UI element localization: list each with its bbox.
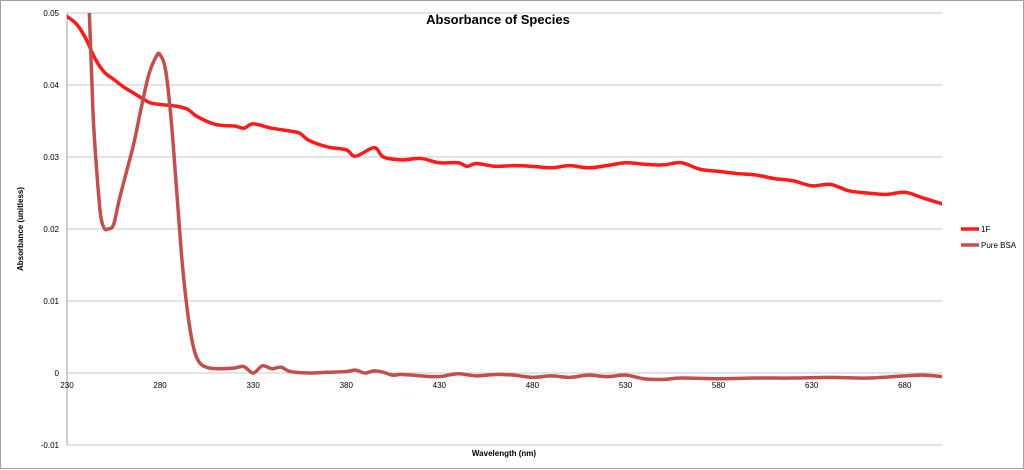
x-tick-label: 380 xyxy=(340,381,354,390)
series-line-1f xyxy=(67,14,942,206)
y-tick-label: 0.03 xyxy=(43,153,59,162)
legend-label: Pure BSA xyxy=(981,241,1017,250)
y-tick-label: -0.01 xyxy=(41,441,60,450)
series-lines xyxy=(67,13,942,382)
x-tick-label: 480 xyxy=(526,381,540,390)
x-tick-label: 630 xyxy=(805,381,819,390)
x-tick-label: 280 xyxy=(153,381,167,390)
x-tick-label: 430 xyxy=(433,381,447,390)
x-axis-label: Wavelength (nm) xyxy=(472,449,536,458)
chart-title: Absorbance of Species xyxy=(426,12,570,27)
legend: 1F Pure BSA xyxy=(961,225,1017,250)
y-axis-label: Absorbance (unitless) xyxy=(16,187,25,271)
series-line-pure-bsa xyxy=(87,13,942,382)
y-tick-label: 0.01 xyxy=(43,297,59,306)
x-tick-label: 330 xyxy=(246,381,260,390)
y-tick-label: 0.05 xyxy=(43,9,59,18)
y-tick-label: 0.02 xyxy=(43,225,59,234)
legend-label: 1F xyxy=(981,225,990,234)
x-tick-label: 680 xyxy=(898,381,912,390)
y-tick-label: 0 xyxy=(55,369,60,378)
x-tick-label: 580 xyxy=(712,381,726,390)
y-tick-label: 0.04 xyxy=(43,81,59,90)
axes: 0.05 0.04 0.03 0.02 0.01 0 -0.01 230 280 330 380 43… xyxy=(41,9,912,450)
x-tick-label: 230 xyxy=(60,381,74,390)
x-tick-label: 530 xyxy=(619,381,633,390)
